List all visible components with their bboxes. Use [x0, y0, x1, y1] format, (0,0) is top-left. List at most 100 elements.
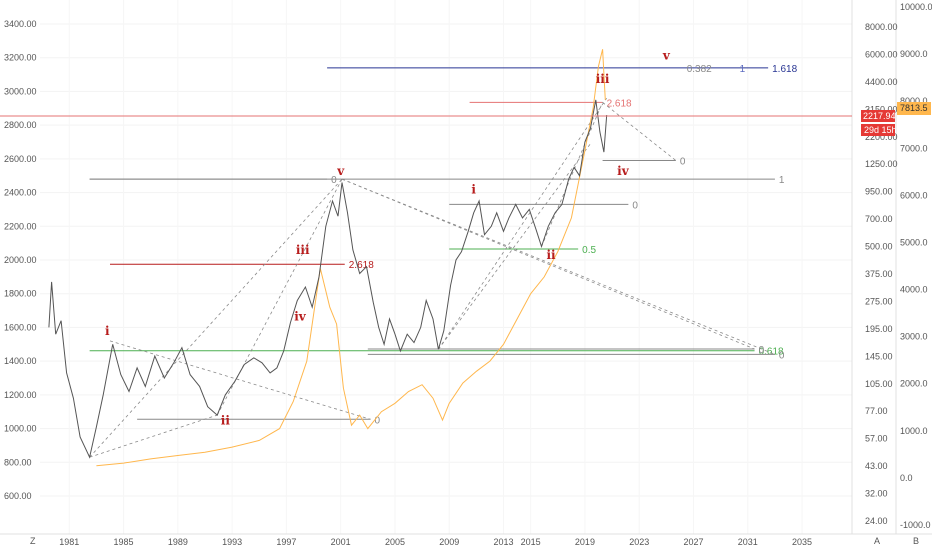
x-tick-label: 2005 [385, 537, 405, 547]
y-left-tick-label: 3400.00 [4, 19, 37, 29]
y-left-tick-label: 3200.00 [4, 53, 37, 63]
y-left-tick-label: 600.00 [4, 491, 32, 501]
y-right-tick-label: 8000.0 [900, 96, 928, 106]
y-mid-tick-label: 375.00 [865, 269, 893, 279]
y-left-tick-label: 1400.00 [4, 356, 37, 366]
y-left-axis-ticks: 3400.00 3200.00 3000.00 2800.00 2600.00 2400.… [4, 19, 37, 501]
y-mid-tick-label: 57.00 [865, 434, 888, 444]
fib-level-label: 0 [632, 200, 638, 211]
y-right-tick-label: 10000.0 [900, 2, 932, 12]
y-mid-tick-label: 4400.00 [865, 77, 898, 87]
y-mid-tick-label: 500.00 [865, 242, 893, 252]
trend-line [341, 178, 755, 350]
y-left-tick-label: 3000.00 [4, 86, 37, 96]
right-tag-box [897, 102, 931, 115]
fib-level-label: 0.618 [759, 347, 784, 358]
wave-label: ii [221, 413, 231, 427]
y-right-tick-label: 3000.0 [900, 332, 928, 342]
secondary-series-line [96, 49, 606, 467]
auto-scale-button[interactable]: A [874, 536, 880, 546]
x-tick-label: 1981 [59, 537, 79, 547]
x-tick-label: 2023 [629, 537, 649, 547]
wave-label: i [105, 324, 110, 338]
y-left-tick-label: 2800.00 [4, 120, 37, 130]
wave-label: iii [296, 243, 310, 257]
timezone-button[interactable]: Z [30, 536, 36, 546]
y-mid-tick-label: 77.00 [865, 406, 888, 416]
y-left-tick-label: 1200.00 [4, 390, 37, 400]
x-tick-label: 2001 [331, 537, 351, 547]
x-tick-label: 2031 [738, 537, 758, 547]
y-mid-tick-label: 6000.00 [865, 49, 898, 59]
fib-level-label: 0 [680, 157, 686, 168]
y-mid-tick-label: 43.00 [865, 461, 888, 471]
trend-line [89, 414, 218, 458]
price-tag-box [861, 110, 895, 122]
right-tag: 7813.5 [900, 103, 928, 113]
y-mid-tick-label: 275.00 [865, 296, 893, 306]
y-mid-tick-label: 8000.00 [865, 22, 898, 32]
x-tick-label: 2019 [575, 537, 595, 547]
fib-level-label: 2.618 [349, 260, 374, 271]
y-left-tick-label: 1000.00 [4, 424, 37, 434]
y-mid-tick-label: 32.00 [865, 489, 888, 499]
y-right-tick-label: 7000.0 [900, 143, 928, 153]
price-tag: 2217.94 [863, 111, 896, 121]
y-right-tick-label: 1000.0 [900, 426, 928, 436]
y-left-tick-label: 2400.00 [4, 188, 37, 198]
y-right-tick-label: -1000.0 [900, 520, 931, 530]
wave-label: iii [596, 72, 610, 86]
fib-level-label: 1.618 [772, 64, 797, 75]
x-tick-label: 2035 [792, 537, 812, 547]
fib-level-label: 1 [779, 175, 785, 186]
y-right-axis-ticks[interactable]: 10000.0 9000.0 8000.0 7000.0 6000.0 5000.0 400… [900, 2, 932, 530]
grid-lines [40, 0, 852, 534]
trend-line [438, 97, 607, 350]
y-left-tick-label: 800.00 [4, 457, 32, 467]
wave-label: iv [617, 164, 630, 178]
x-tick-label: 2015 [521, 537, 541, 547]
y-mid-tick-label: 195.00 [865, 324, 893, 334]
y-mid-tick-label: 105.00 [865, 379, 893, 389]
wave-label: ii [546, 248, 556, 262]
y-right-tick-label: 0.0 [900, 473, 913, 483]
x-tick-label: 2009 [439, 537, 459, 547]
trend-line [438, 141, 593, 350]
fib-level-label: 2.618 [607, 98, 632, 109]
fib-level-label: 0 [375, 415, 381, 426]
y-right-tick-label: 9000.0 [900, 49, 928, 59]
y-mid-tick-label: 3150.00 [865, 104, 898, 114]
trend-line [541, 102, 603, 247]
x-tick-label: 2027 [683, 537, 703, 547]
x-tick-label: 1985 [114, 537, 134, 547]
y-right-tick-label: 5000.0 [900, 237, 928, 247]
x-axis-ticks: 1981 1985 1989 1993 1997 2001 2005 2009 2013 2015… [59, 537, 812, 547]
main-series-line [48, 99, 608, 459]
wave-label: v [336, 164, 345, 178]
log-scale-button[interactable]: B [913, 536, 919, 546]
x-tick-label: 1993 [222, 537, 242, 547]
trend-line [89, 178, 343, 458]
wave-label: iv [294, 310, 307, 324]
y-right-tick-label: 4000.0 [900, 285, 928, 295]
y-mid-axis-ticks[interactable]: 8000.00 6000.00 4400.00 3150.00 2200.00 1250.… [865, 22, 898, 526]
y-mid-tick-label: 700.00 [865, 214, 893, 224]
y-mid-tick-label: 145.00 [865, 351, 893, 361]
wave-label: i [471, 182, 476, 196]
y-left-tick-label: 1600.00 [4, 322, 37, 332]
x-tick-label: 1989 [168, 537, 188, 547]
y-mid-tick-label: 2200.00 [865, 132, 898, 142]
fib-level-label: 1 [740, 64, 746, 75]
fib-level-label: 0 [331, 175, 337, 186]
time-tag: 29d 15h [864, 125, 897, 135]
fib-level-label: 0 [759, 345, 765, 356]
y-left-tick-label: 1800.00 [4, 289, 37, 299]
y-left-tick-label: 2000.00 [4, 255, 37, 265]
y-right-tick-label: 6000.0 [900, 190, 928, 200]
y-right-tick-label: 2000.0 [900, 379, 928, 389]
y-left-tick-label: 2600.00 [4, 154, 37, 164]
x-tick-label: 1997 [276, 537, 296, 547]
